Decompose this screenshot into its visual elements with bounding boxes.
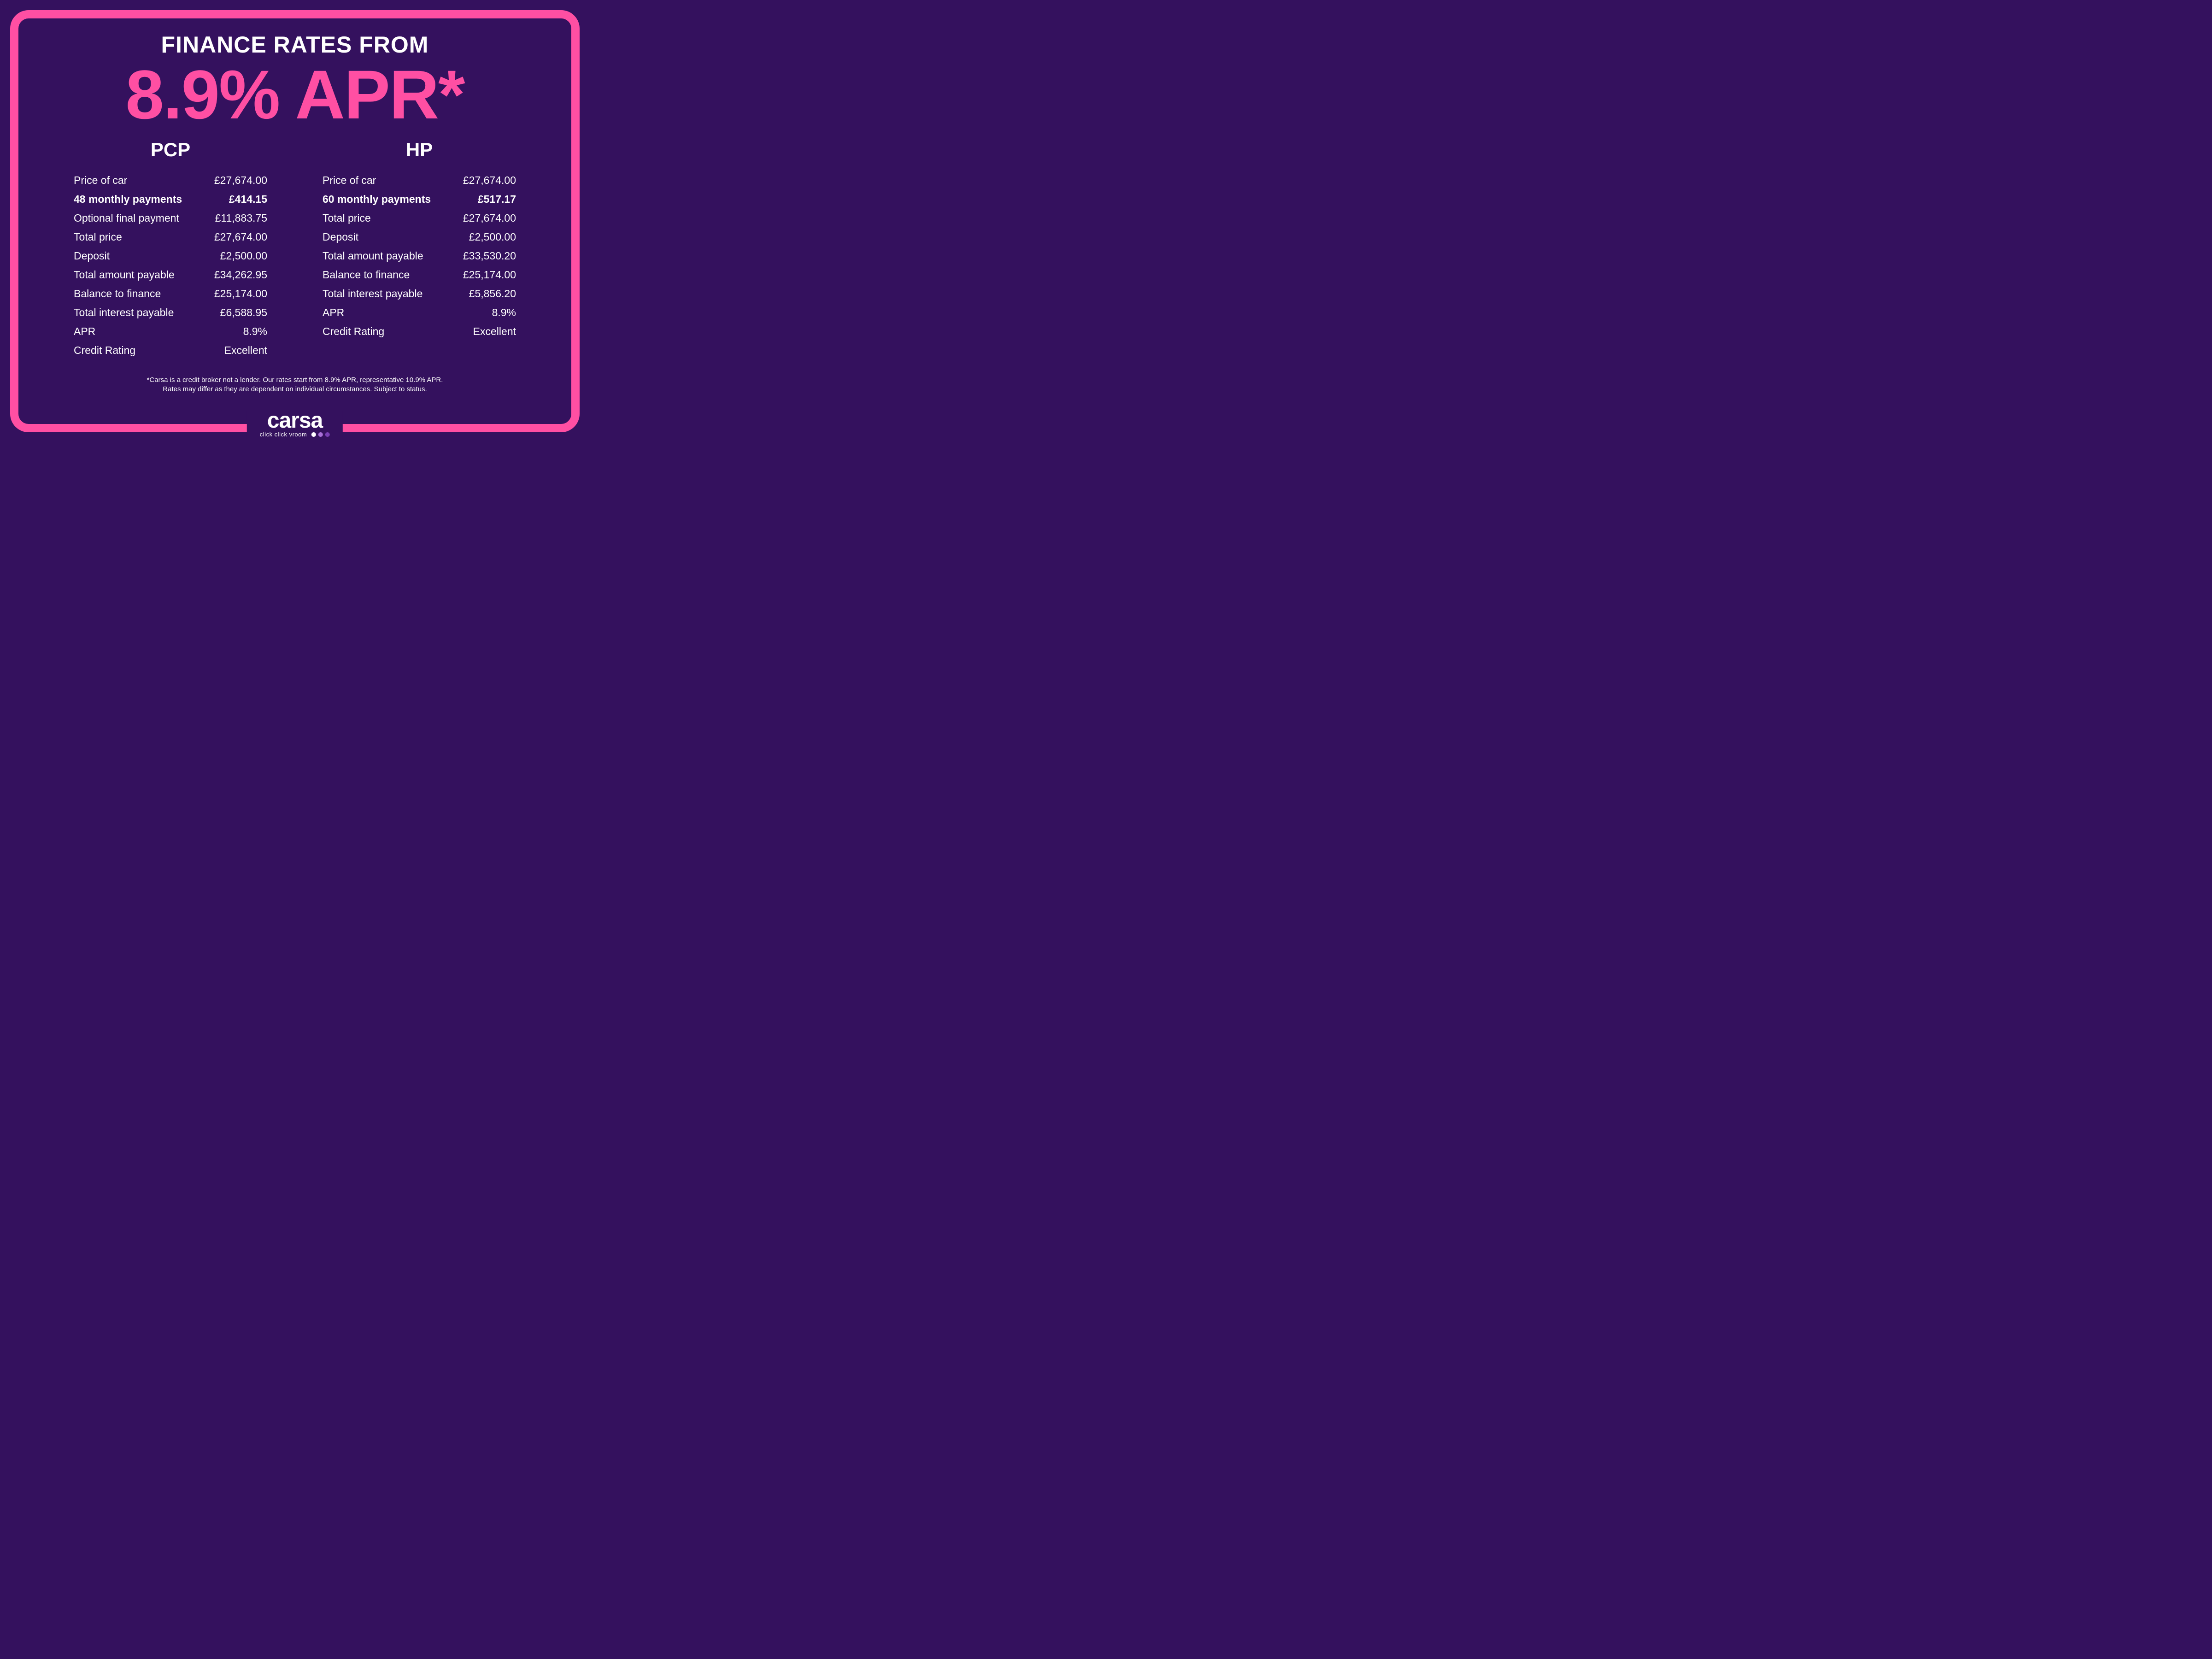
row-label: Total interest payable (74, 306, 174, 319)
dot-icon (311, 432, 316, 437)
finance-columns: PCP Price of car £27,674.00 48 monthly pay… (18, 139, 571, 360)
disclaimer: *Carsa is a credit broker not a lender. … (147, 376, 443, 394)
row-value: £6,588.95 (220, 306, 267, 319)
row-value: £2,500.00 (469, 231, 516, 243)
table-row: Price of car £27,674.00 (323, 171, 516, 190)
table-row: 48 monthly payments £414.15 (74, 190, 267, 209)
dot-icon (318, 432, 323, 437)
table-row: Total price £27,674.00 (323, 209, 516, 228)
row-label: Total interest payable (323, 288, 422, 300)
row-label: Total price (323, 212, 371, 224)
row-value: Excellent (473, 325, 516, 338)
logo: carsa click click vroom (247, 411, 343, 439)
row-value: £34,262.95 (214, 269, 267, 281)
table-row: Balance to finance £25,174.00 (74, 284, 267, 303)
row-value: £25,174.00 (463, 269, 516, 281)
row-value: £517.17 (478, 193, 516, 206)
row-label: APR (323, 306, 344, 319)
table-row: Total amount payable £34,262.95 (74, 265, 267, 284)
table-row: Credit Rating Excellent (323, 322, 516, 341)
row-label: APR (74, 325, 95, 338)
row-label: 60 monthly payments (323, 193, 431, 206)
row-label: Deposit (74, 250, 110, 262)
table-row: 60 monthly payments £517.17 (323, 190, 516, 209)
row-value: £414.15 (229, 193, 267, 206)
row-label: Credit Rating (323, 325, 384, 338)
logo-dots (311, 432, 330, 437)
row-label: Total amount payable (323, 250, 423, 262)
row-value: £11,883.75 (215, 212, 267, 224)
row-value: 8.9% (243, 325, 267, 338)
row-label: Price of car (74, 174, 127, 187)
row-label: Deposit (323, 231, 358, 243)
logo-tagline-text: click click vroom (260, 431, 307, 438)
row-value: £27,674.00 (214, 231, 267, 243)
row-label: Optional final payment (74, 212, 179, 224)
row-value: £5,856.20 (469, 288, 516, 300)
column-title-hp: HP (323, 139, 516, 161)
logo-name: carsa (260, 411, 330, 430)
row-label: Total price (74, 231, 122, 243)
row-value: £33,530.20 (463, 250, 516, 262)
headline-apr: 8.9% APR* (125, 62, 464, 128)
table-row: APR 8.9% (323, 303, 516, 322)
row-value: £2,500.00 (220, 250, 267, 262)
column-hp: HP Price of car £27,674.00 60 monthly paym… (323, 139, 516, 360)
column-title-pcp: PCP (74, 139, 267, 161)
row-label: Credit Rating (74, 344, 135, 357)
row-label: 48 monthly payments (74, 193, 182, 206)
table-row: Credit Rating Excellent (74, 341, 267, 360)
table-row: Total interest payable £5,856.20 (323, 284, 516, 303)
table-row: Total price £27,674.00 (74, 228, 267, 247)
table-row: Total interest payable £6,588.95 (74, 303, 267, 322)
row-value: £27,674.00 (463, 174, 516, 187)
table-row: Total amount payable £33,530.20 (323, 247, 516, 265)
row-value: £25,174.00 (214, 288, 267, 300)
row-value: Excellent (224, 344, 267, 357)
row-value: 8.9% (492, 306, 516, 319)
content-area: FINANCE RATES FROM 8.9% APR* PCP Price o… (18, 18, 571, 424)
logo-tagline: click click vroom (260, 431, 330, 438)
table-row: Deposit £2,500.00 (74, 247, 267, 265)
table-row: APR 8.9% (74, 322, 267, 341)
row-label: Balance to finance (323, 269, 410, 281)
column-pcp: PCP Price of car £27,674.00 48 monthly pay… (74, 139, 267, 360)
row-label: Price of car (323, 174, 376, 187)
table-row: Optional final payment £11,883.75 (74, 209, 267, 228)
rows-pcp: Price of car £27,674.00 48 monthly payment… (74, 171, 267, 360)
row-value: £27,674.00 (214, 174, 267, 187)
row-value: £27,674.00 (463, 212, 516, 224)
table-row: Deposit £2,500.00 (323, 228, 516, 247)
row-label: Total amount payable (74, 269, 175, 281)
dot-icon (325, 432, 330, 437)
table-row: Price of car £27,674.00 (74, 171, 267, 190)
disclaimer-line-2: Rates may differ as they are dependent o… (147, 385, 443, 394)
disclaimer-line-1: *Carsa is a credit broker not a lender. … (147, 376, 443, 385)
row-label: Balance to finance (74, 288, 161, 300)
headline-title: FINANCE RATES FROM (161, 31, 429, 58)
rows-hp: Price of car £27,674.00 60 monthly payment… (323, 171, 516, 341)
table-row: Balance to finance £25,174.00 (323, 265, 516, 284)
